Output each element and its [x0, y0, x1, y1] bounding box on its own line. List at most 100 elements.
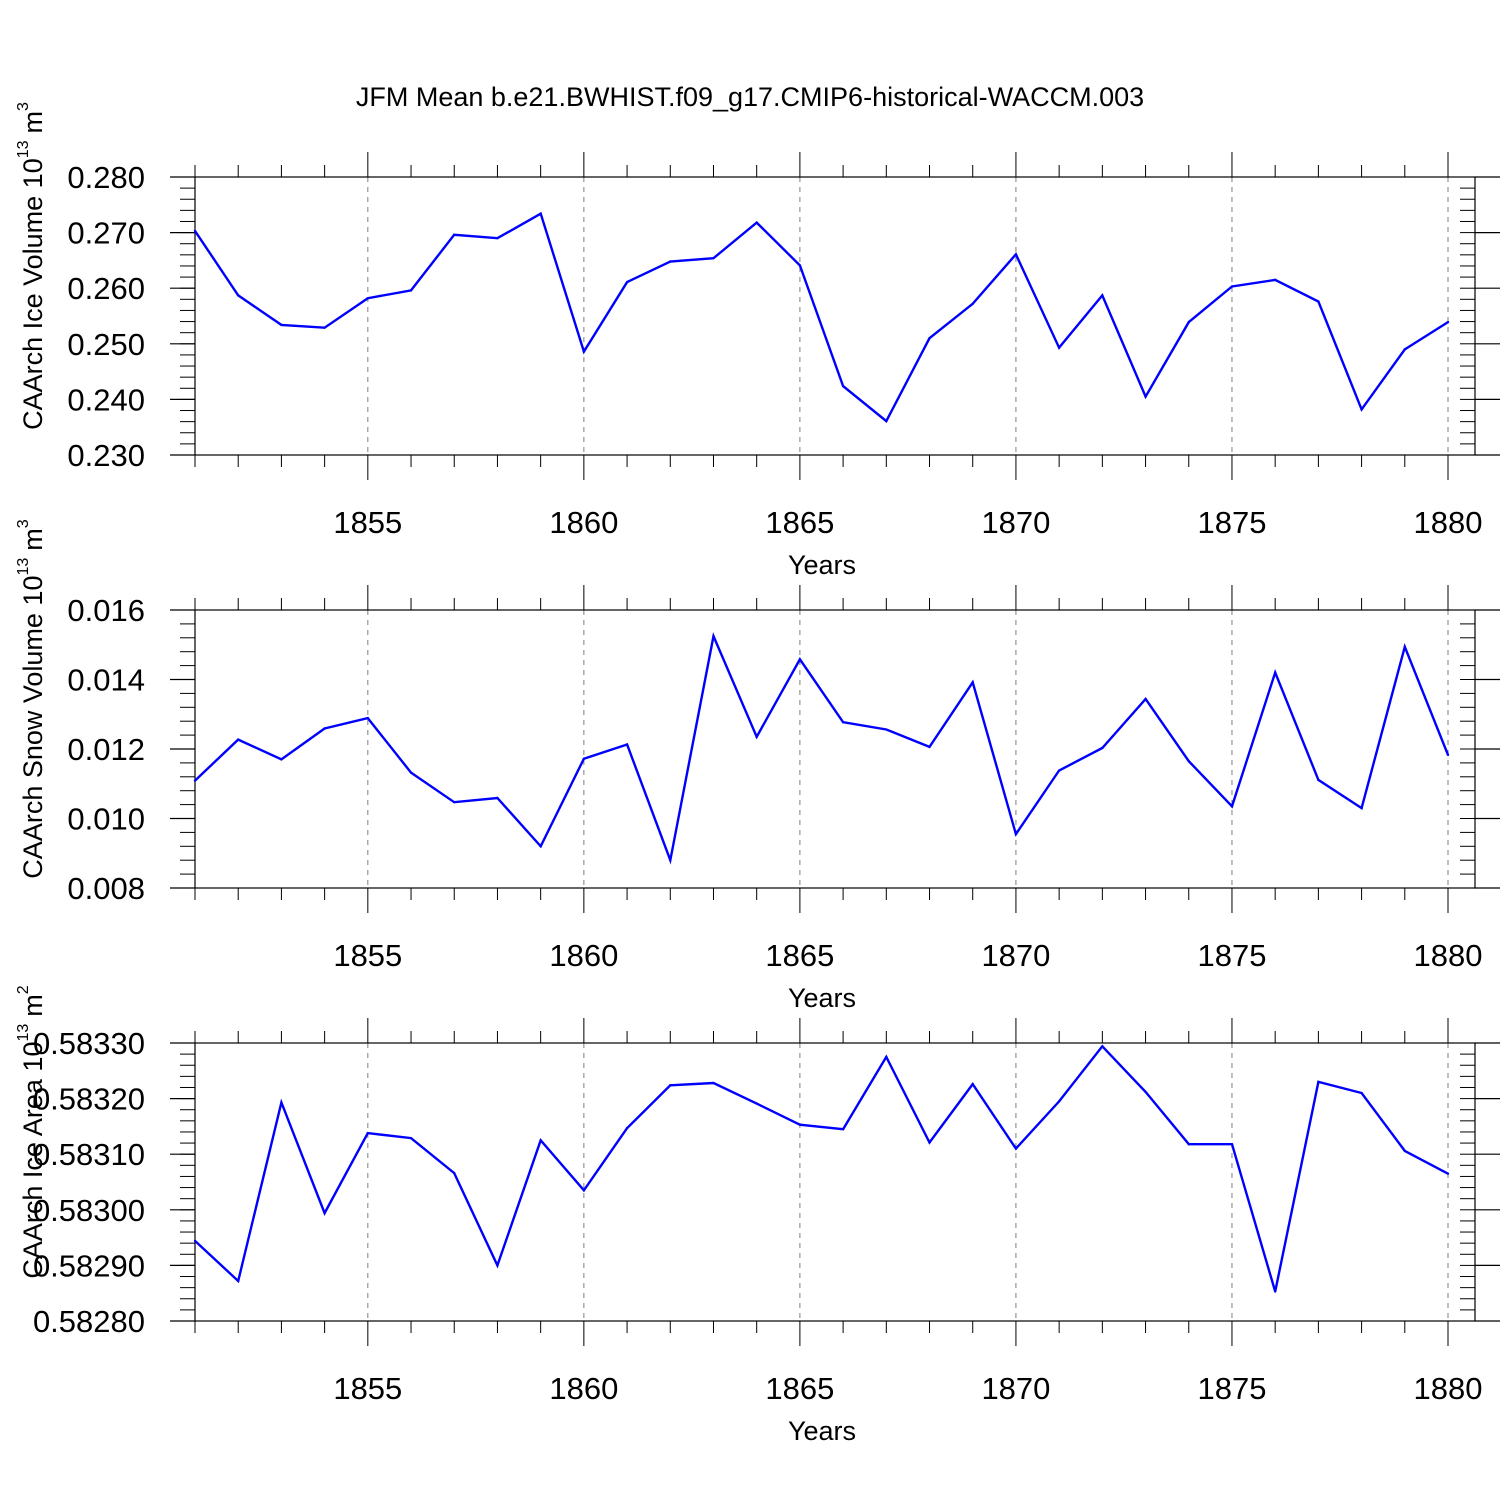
- x-tick-label: 1865: [765, 505, 834, 540]
- y-tick-label: 0.58290: [33, 1248, 145, 1283]
- y-tick-label: 0.58300: [33, 1193, 145, 1228]
- data-point: [669, 859, 672, 862]
- y-axis-label-unit: m: [18, 111, 48, 134]
- y-tick-label: 0.012: [67, 732, 145, 767]
- y-tick-label: 0.014: [67, 663, 145, 698]
- data-point: [928, 745, 931, 749]
- x-tick-label: 1870: [981, 505, 1050, 540]
- y-tick-label: 0.58330: [33, 1026, 145, 1061]
- data-point: [1360, 408, 1363, 411]
- x-tick-label: 1875: [1197, 938, 1266, 973]
- plot-frame: [194, 609, 1476, 889]
- data-point: [971, 681, 974, 684]
- x-tick-label: 1875: [1197, 505, 1266, 540]
- data-point: [1273, 278, 1277, 282]
- data-point: [193, 229, 197, 233]
- data-point: [582, 757, 586, 760]
- y-tick-label: 0.230: [67, 438, 145, 473]
- data-point: [1187, 320, 1190, 324]
- data-point: [409, 771, 413, 774]
- data-point: [453, 1171, 456, 1175]
- data-point: [539, 212, 542, 215]
- y-tick-label: 0.58280: [33, 1304, 145, 1339]
- data-point: [280, 758, 283, 761]
- y-axis-label-unit: m: [18, 528, 48, 551]
- data-point: [1273, 671, 1277, 674]
- data-point: [1144, 1090, 1147, 1094]
- x-tick-label: 1880: [1414, 505, 1483, 540]
- data-point: [971, 302, 974, 305]
- data-point: [928, 1141, 931, 1144]
- y-axis-label-unit-exponent: 2: [15, 985, 32, 994]
- data-point: [1014, 1147, 1018, 1150]
- data-point: [1187, 1142, 1190, 1146]
- data-point: [1403, 348, 1406, 351]
- y-tick-label: 0.008: [67, 871, 145, 906]
- y-tick-label: 0.260: [67, 271, 145, 306]
- data-point: [885, 728, 888, 731]
- data-point: [712, 1081, 715, 1085]
- y-tick-label: 0.010: [67, 802, 145, 837]
- data-point: [280, 1101, 283, 1104]
- data-point: [1403, 645, 1406, 649]
- data-point: [1101, 1045, 1104, 1048]
- y-tick-label: 0.58310: [33, 1137, 145, 1172]
- data-point: [366, 716, 370, 720]
- data-point: [280, 323, 283, 327]
- y-tick-label: 0.280: [67, 160, 145, 195]
- y-tick-label: 0.240: [67, 382, 145, 417]
- data-point: [971, 1082, 974, 1086]
- data-point: [237, 294, 240, 297]
- data-point: [323, 326, 326, 329]
- data-point: [453, 800, 456, 804]
- data-point: [1317, 300, 1320, 303]
- data-point: [885, 419, 888, 423]
- x-tick-label: 1860: [549, 505, 618, 540]
- data-point: [366, 297, 370, 300]
- data-point: [1230, 1142, 1234, 1146]
- data-point: [1144, 395, 1147, 398]
- data-point: [712, 634, 715, 638]
- y-axis-label: CAArch Ice Volume 1013 m3: [15, 102, 48, 430]
- plot-frame: [194, 176, 1476, 456]
- data-point: [841, 721, 845, 724]
- data-point: [1144, 697, 1147, 701]
- data-point: [1057, 1100, 1061, 1103]
- snow-volume-panel: 0.008 0.010 0.012 0.014 0.016 1855 1860 1865 187…: [15, 519, 1500, 1013]
- data-point: [625, 280, 629, 284]
- data-series-line: [194, 1044, 1449, 1292]
- x-tick-label: 1865: [765, 938, 834, 973]
- data-point: [1187, 759, 1190, 763]
- data-point: [1360, 1091, 1363, 1095]
- data-point: [1446, 753, 1450, 757]
- data-point: [1317, 1080, 1320, 1084]
- data-series-line: [194, 632, 1450, 865]
- data-point: [1273, 1290, 1277, 1293]
- data-point: [1360, 806, 1363, 810]
- y-axis-label: CAArch Snow Volume 1013 m3: [15, 519, 48, 878]
- data-point: [1014, 832, 1018, 836]
- x-tick-label: 1865: [765, 1371, 834, 1406]
- data-point: [798, 1123, 802, 1126]
- data-series-line: [194, 211, 1449, 423]
- data-point: [193, 1239, 197, 1243]
- ice-area-panel: 0.58280 0.58290 0.58300 0.58310 0.58320 0.583…: [15, 985, 1500, 1446]
- data-point: [1403, 1149, 1406, 1153]
- data-point: [582, 350, 586, 353]
- data-point: [1230, 805, 1234, 808]
- data-point: [1230, 285, 1234, 288]
- x-tick-label: 1855: [333, 1371, 402, 1406]
- data-point: [1057, 346, 1061, 349]
- plot-frame: [194, 1042, 1476, 1322]
- data-point: [453, 233, 456, 237]
- data-point: [841, 384, 845, 388]
- data-point: [928, 337, 931, 340]
- x-tick-label: 1880: [1414, 1371, 1483, 1406]
- data-point: [323, 1211, 326, 1215]
- data-point: [885, 1055, 888, 1059]
- data-point: [1057, 769, 1061, 772]
- y-tick-label: 0.58320: [33, 1082, 145, 1117]
- data-point: [625, 743, 629, 746]
- y-axis-label-text: CAArch Ice Area 10: [18, 1042, 48, 1279]
